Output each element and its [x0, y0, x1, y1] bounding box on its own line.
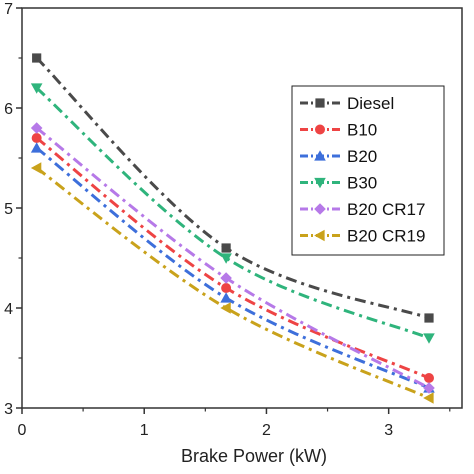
- y-tick-label: 3: [4, 401, 13, 418]
- data-point-b30: [30, 83, 43, 94]
- series-b20-cr19: [30, 162, 434, 404]
- series-b10: [31, 133, 434, 383]
- legend-marker-b10: [315, 124, 325, 135]
- x-tick-label: 0: [18, 422, 27, 439]
- axes: 0 1 2 3 3 4 5 6 7: [4, 1, 451, 439]
- data-point-b20: [30, 142, 43, 153]
- data-point-b30: [423, 333, 435, 344]
- data-point-b10: [31, 133, 42, 143]
- x-axis-title: Brake Power (kW): [181, 446, 327, 466]
- data-point-b20: [220, 292, 232, 303]
- data-point-diesel: [32, 53, 42, 63]
- legend-marker-b30: [314, 177, 326, 189]
- legend-label-b10: B10: [347, 121, 377, 140]
- legend-label-b30: B30: [347, 174, 377, 193]
- legend-label-b20-cr17: B20 CR17: [347, 200, 425, 219]
- legend-label-b20-cr19: B20 CR19: [347, 227, 425, 246]
- legend-label-diesel: Diesel: [347, 94, 394, 113]
- data-point-b30: [220, 253, 232, 264]
- data-point-diesel: [424, 313, 434, 323]
- series-b20-cr17: [30, 122, 435, 394]
- data-point-b10: [221, 283, 232, 293]
- legend-marker-diesel: [315, 98, 325, 108]
- data-point-b20-cr17: [423, 382, 435, 394]
- x-tick-label: 1: [140, 422, 149, 439]
- data-point-b20-cr19: [423, 392, 434, 404]
- series-diesel: [32, 53, 434, 323]
- x-tick-label: 2: [262, 422, 271, 439]
- data-point-b20-cr19: [220, 302, 231, 314]
- legend: Diesel B10 B20 B30 B20 CR17 B20 CR19: [291, 85, 445, 256]
- y-tick-label: 4: [4, 301, 13, 318]
- legend-label-b20: B20: [347, 147, 377, 166]
- plot-area: [30, 53, 435, 404]
- data-point-diesel: [221, 243, 231, 253]
- data-point-b20-cr17: [30, 122, 43, 134]
- data-point-b10: [424, 373, 434, 383]
- data-point-b20-cr19: [30, 162, 42, 174]
- legend-marker-b20-cr17: [314, 203, 326, 215]
- legend-box: [291, 85, 445, 256]
- y-tick-label: 7: [4, 1, 13, 18]
- y-tick-label: 5: [4, 201, 13, 218]
- x-tick-label: 3: [384, 422, 393, 439]
- data-point-b20-cr17: [220, 272, 232, 284]
- legend-marker-b20-cr19: [314, 229, 325, 242]
- y-tick-label: 6: [4, 101, 13, 118]
- series-b30: [30, 83, 435, 344]
- series-line-b30: [35, 86, 430, 340]
- legend-marker-b20: [314, 150, 326, 161]
- series-line-b20-cr19: [35, 166, 430, 400]
